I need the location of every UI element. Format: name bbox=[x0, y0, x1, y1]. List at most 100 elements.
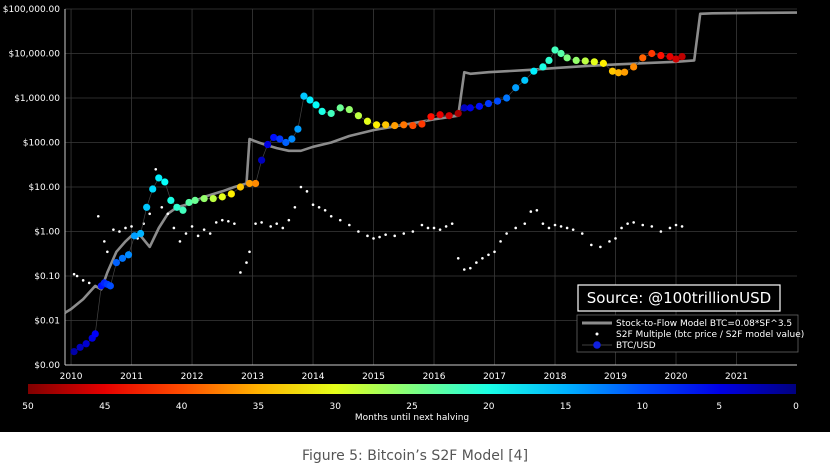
price-point bbox=[91, 330, 99, 338]
price-point bbox=[143, 203, 151, 211]
multiple-point bbox=[106, 250, 109, 254]
price-point bbox=[678, 53, 686, 61]
multiple-point bbox=[659, 230, 663, 233]
price-point bbox=[400, 121, 408, 129]
multiple-point bbox=[118, 230, 121, 233]
multiple-point bbox=[514, 226, 517, 230]
multiple-point bbox=[254, 222, 257, 225]
multiple-point bbox=[248, 250, 251, 254]
multiple-point bbox=[535, 208, 539, 212]
multiple-point bbox=[553, 223, 557, 227]
x-tick-label: 2010 bbox=[60, 372, 83, 382]
price-point bbox=[666, 53, 674, 61]
multiple-point bbox=[305, 190, 309, 193]
y-tick-label: $100.00 bbox=[23, 139, 60, 149]
multiple-point bbox=[154, 167, 158, 171]
price-point bbox=[236, 183, 245, 191]
price-point bbox=[581, 57, 589, 65]
multiple-point bbox=[641, 223, 645, 227]
colorbar-tick-label: 30 bbox=[329, 402, 341, 412]
multiple-point bbox=[208, 232, 212, 235]
price-point bbox=[270, 133, 278, 142]
legend-label-price: BTC/USD bbox=[616, 341, 656, 351]
multiple-point bbox=[311, 203, 315, 207]
price-point bbox=[185, 198, 193, 207]
multiple-point bbox=[184, 232, 188, 235]
price-point bbox=[630, 63, 638, 71]
price-point bbox=[599, 59, 608, 67]
multiple-point bbox=[287, 218, 291, 222]
price-point bbox=[639, 54, 647, 62]
legend-label-multiple: S2F Multiple (btc price / S2F model valu… bbox=[616, 330, 804, 340]
price-point bbox=[327, 109, 335, 118]
multiple-point bbox=[432, 226, 436, 230]
multiple-point bbox=[81, 279, 85, 282]
y-tick-label: $1.00 bbox=[34, 228, 60, 238]
x-tick-label: 2016 bbox=[423, 372, 446, 382]
price-point bbox=[657, 51, 665, 60]
price-point bbox=[191, 196, 199, 204]
multiple-point bbox=[523, 222, 527, 225]
colorbar-tick-label: 25 bbox=[406, 402, 417, 412]
legend: Stock-to-Flow Model BTC=0.08*SF^3.5 S2F … bbox=[576, 314, 804, 353]
price-point bbox=[648, 49, 656, 58]
price-point bbox=[484, 99, 493, 108]
price-point bbox=[382, 121, 390, 129]
legend-label-model: Stock-to-Flow Model BTC=0.08*SF^3.5 bbox=[616, 319, 792, 329]
multiple-point bbox=[565, 226, 569, 230]
x-tick-label: 2020 bbox=[665, 372, 688, 382]
price-point bbox=[336, 104, 344, 112]
price-point bbox=[620, 68, 629, 76]
price-point bbox=[466, 104, 474, 112]
multiple-point bbox=[148, 212, 151, 216]
y-tick-label: $10,000.00 bbox=[8, 50, 60, 60]
grid-layer bbox=[64, 8, 797, 366]
multiple-point bbox=[571, 228, 575, 231]
multiple-point bbox=[481, 256, 484, 260]
multiple-point bbox=[668, 226, 672, 230]
price-point bbox=[557, 49, 565, 58]
colorbar-tick-label: 35 bbox=[253, 402, 264, 412]
multiple-point bbox=[444, 225, 448, 228]
multiple-point bbox=[505, 232, 508, 235]
price-point bbox=[306, 96, 314, 104]
legend-price-swatch bbox=[593, 341, 601, 349]
multiple-point bbox=[456, 256, 460, 260]
multiple-point bbox=[620, 226, 623, 230]
price-point bbox=[294, 125, 302, 133]
price-point bbox=[70, 348, 78, 356]
multiple-point bbox=[281, 226, 285, 230]
price-point bbox=[149, 185, 157, 193]
colorbar-tick-label: 10 bbox=[637, 402, 649, 412]
legend-dot-swatch bbox=[595, 332, 599, 336]
price-point bbox=[130, 232, 139, 240]
price-point bbox=[282, 138, 290, 147]
colorbar-tick-label: 40 bbox=[176, 402, 188, 412]
price-point bbox=[312, 101, 320, 109]
price-point bbox=[475, 102, 483, 110]
multiple-point bbox=[475, 261, 478, 264]
multiple-point bbox=[402, 232, 406, 235]
multiple-point bbox=[378, 235, 381, 239]
colorbar-tick-label: 5 bbox=[716, 402, 722, 412]
multiple-point bbox=[650, 225, 654, 228]
s2f-chart: $100,000.00 $10,000.00 $1,000.00 $100.00 $10… bbox=[3, 5, 805, 423]
multiple-point bbox=[202, 228, 206, 231]
colorbar-tick-label: 50 bbox=[22, 402, 34, 412]
multiple-point bbox=[245, 261, 248, 264]
price-point bbox=[218, 193, 226, 201]
price-point bbox=[363, 117, 372, 125]
price-point bbox=[264, 140, 272, 149]
price-point bbox=[318, 107, 326, 115]
multiple-point bbox=[317, 205, 321, 209]
x-axis-ticks: 2010 2011 2012 2013 2014 2015 2016 2017 2018 2019… bbox=[60, 372, 748, 382]
multiple-point bbox=[357, 230, 360, 233]
price-point bbox=[167, 196, 175, 204]
price-point bbox=[372, 121, 381, 129]
x-tick-label: 2011 bbox=[120, 372, 143, 382]
price-series bbox=[70, 46, 686, 356]
price-point bbox=[503, 94, 511, 102]
multiple-point bbox=[75, 274, 79, 278]
price-point bbox=[137, 229, 145, 238]
y-tick-label: $0.01 bbox=[34, 317, 60, 327]
